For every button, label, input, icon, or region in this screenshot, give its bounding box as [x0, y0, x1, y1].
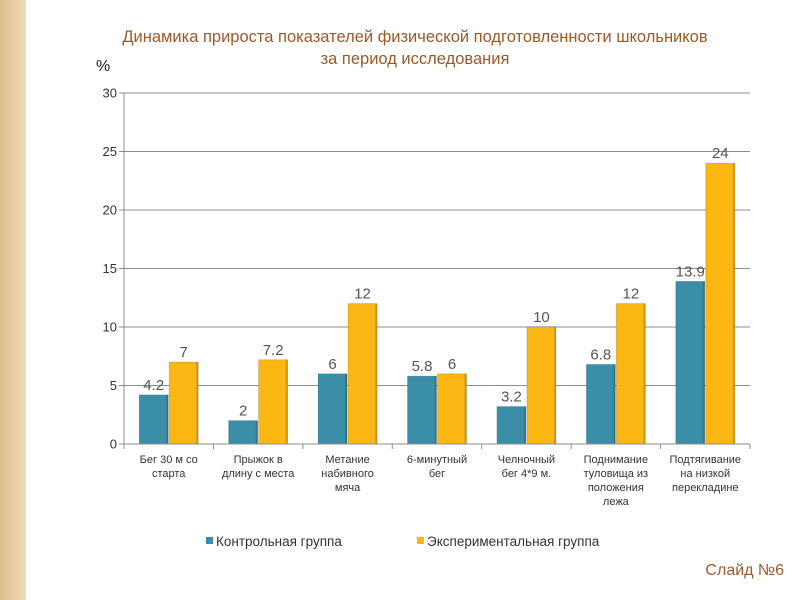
y-tick-label: 25: [103, 144, 117, 159]
category-label: бег 4*9 м.: [502, 468, 552, 480]
bar-experimental: [705, 162, 736, 445]
bar-control-shade: [166, 394, 169, 444]
category-label: Прыжок в: [234, 454, 283, 466]
bar-control: [585, 364, 616, 445]
bar-control: [317, 373, 348, 445]
legend-label-experimental: Экспериментальная группа: [427, 534, 600, 549]
category-label: мяча: [335, 482, 361, 494]
data-label: 10: [533, 309, 550, 326]
category-label: старта: [152, 468, 186, 480]
data-label: 6: [328, 356, 336, 373]
category-label: бег: [429, 468, 445, 480]
slide-title-line-1: Динамика прироста показателей физической…: [122, 28, 708, 46]
bar-experimental-shade: [375, 303, 378, 444]
data-label: 13.9: [676, 263, 705, 280]
legend: Контрольная группа Экспериментальная груп…: [206, 534, 600, 549]
bar-experimental: [437, 373, 467, 445]
category-label: перекладине: [672, 482, 739, 494]
data-label: 4.2: [143, 377, 164, 394]
category-labels: Бег 30 м со старта Прыжок в длину с места Ме…: [140, 454, 741, 508]
category-label: Бег 30 м со: [140, 454, 198, 466]
data-label: 7: [180, 344, 188, 361]
category-label: набивного: [321, 468, 374, 480]
bar-control-shade: [613, 364, 616, 444]
category-label: 6-минутный: [407, 454, 467, 466]
legend-swatch-experimental: [417, 537, 424, 544]
bar-experimental-shade: [732, 163, 735, 444]
bar-control-shade: [345, 373, 348, 444]
slide-number: Слайд №6: [705, 562, 784, 579]
bar-control-shade: [255, 420, 258, 444]
bar-experimental: [347, 303, 378, 445]
bar-control: [228, 420, 259, 445]
bars: [138, 162, 736, 445]
y-tick-label: 10: [103, 320, 117, 335]
y-tick-label: 0: [110, 437, 117, 452]
y-tick-label: 15: [103, 261, 117, 276]
data-label: 12: [354, 286, 371, 303]
grid-lines: [124, 92, 750, 386]
data-labels: 4.2 7 2 7.2 6 12 5.8 6 3.2 10 6.8 12 13.9 24: [143, 145, 728, 419]
data-label: 6: [448, 356, 456, 373]
bar-experimental-shade: [553, 327, 556, 444]
bar-control: [675, 280, 706, 445]
decorative-side-bar: [0, 0, 26, 600]
bar-control: [496, 406, 527, 445]
data-label: 7.2: [263, 342, 284, 359]
slide-title-line-2: за период исследования: [320, 50, 510, 68]
bar-control-shade: [434, 376, 437, 444]
y-tick-label: 5: [110, 378, 117, 393]
data-label: 2: [239, 403, 247, 420]
axes: [123, 93, 751, 449]
category-label: положения: [588, 482, 644, 494]
bar-control: [407, 375, 437, 445]
data-label: 5.8: [412, 358, 433, 375]
data-label: 12: [623, 286, 640, 303]
bar-control: [138, 394, 169, 445]
data-label: 3.2: [501, 389, 522, 406]
category-label: длину с места: [222, 468, 295, 480]
y-axis-ticks: 0 5 10 15 20 25 30: [103, 86, 124, 452]
y-tick-label: 20: [103, 203, 117, 218]
bar-control-shade: [702, 281, 705, 444]
category-label: Метание: [325, 454, 369, 466]
bar-control-shade: [523, 406, 526, 444]
bar-experimental-shade: [643, 303, 646, 444]
category-label: туловища из: [584, 468, 648, 480]
slide-title: Динамика прироста показателей физической…: [40, 26, 790, 70]
bar-experimental-shade: [285, 359, 288, 444]
y-tick-label: 30: [103, 86, 117, 101]
bar-experimental: [258, 359, 289, 445]
bar-experimental: [615, 303, 646, 445]
category-label: на низкой: [680, 468, 730, 480]
data-label: 24: [712, 145, 729, 162]
bar-experimental-shade: [464, 373, 467, 444]
data-label: 6.8: [590, 346, 611, 363]
bar-experimental-shade: [196, 362, 199, 444]
category-label: Подтягивание: [670, 454, 742, 466]
category-label: Челночный: [498, 454, 555, 466]
category-label: Поднимание: [584, 454, 648, 466]
category-label: лежа: [603, 496, 630, 508]
y-axis-unit-label: %: [96, 58, 110, 75]
bar-experimental: [526, 326, 557, 445]
legend-label-control: Контрольная группа: [216, 534, 342, 549]
bar-experimental: [168, 361, 199, 445]
legend-swatch-control: [206, 537, 213, 544]
